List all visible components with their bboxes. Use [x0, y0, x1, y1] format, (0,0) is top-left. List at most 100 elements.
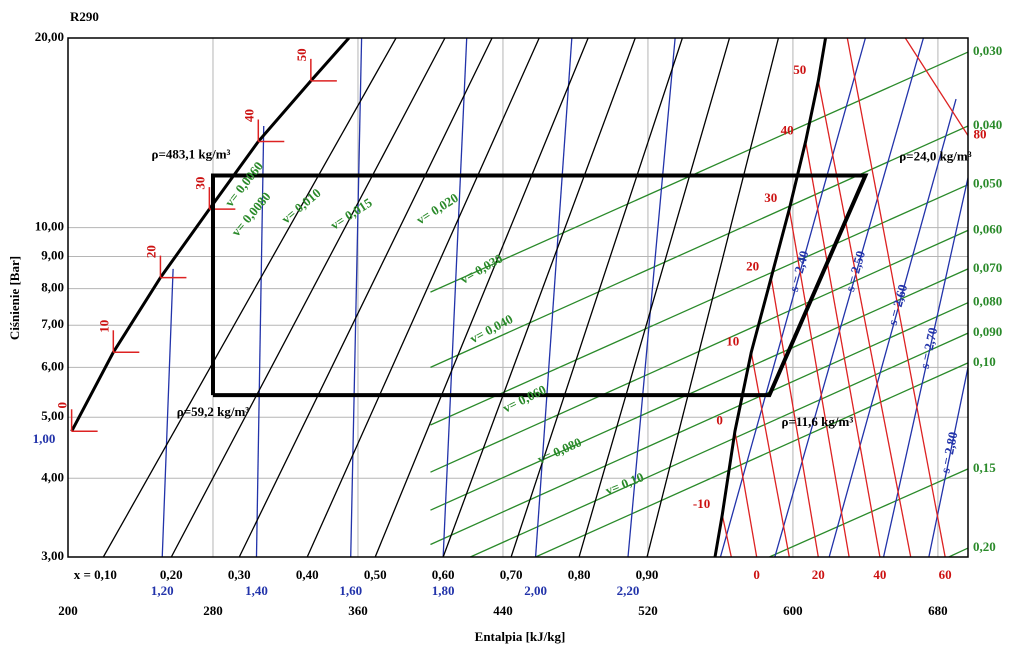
isentrope-label: 1,80 [432, 583, 455, 598]
isotherm-label: 30 [764, 190, 777, 205]
isotherm [770, 277, 819, 557]
x-axis-title: Entalpia [kJ/kg] [475, 629, 566, 644]
isotherm [788, 209, 850, 557]
quality-label: 0,60 [432, 567, 455, 582]
isochore-label: 0,060 [973, 221, 1002, 236]
isotherm-label: 40 [873, 567, 886, 582]
y-tick-label: 20,00 [35, 29, 64, 44]
quality-line [238, 38, 493, 557]
isochore [430, 184, 968, 426]
isotherm-label: 0 [716, 412, 723, 427]
quality-line [170, 38, 446, 557]
isentrope [442, 38, 468, 557]
isotherm-label: 20 [143, 245, 158, 258]
isotherm [804, 141, 881, 557]
plot-frame [67, 37, 969, 558]
y-tick-label: 4,00 [41, 469, 64, 484]
isotherm-label: 60 [939, 567, 952, 582]
isotherm [721, 514, 732, 557]
isochore-label: 0,050 [973, 176, 1002, 191]
x-tick-label: 360 [348, 603, 368, 618]
isentrope-label: 1,40 [245, 583, 268, 598]
quality-label: 0,30 [228, 567, 251, 582]
quality-label: 0,70 [500, 567, 523, 582]
isentrope [534, 38, 573, 557]
isotherm [734, 431, 758, 557]
density-label: ρ=59,2 kg/m³ [177, 404, 250, 419]
isotherm [904, 38, 968, 136]
quality-label: 0,90 [636, 567, 659, 582]
isentrope [350, 38, 363, 557]
density-label: ρ=24,0 kg/m³ [899, 148, 972, 163]
isotherm-label: 0 [55, 402, 70, 409]
isotherm [750, 352, 790, 557]
isotherm-label: 50 [793, 62, 806, 77]
isotherm-label: -10 [693, 496, 710, 511]
x-tick-label: 200 [58, 603, 78, 618]
isentrope [161, 268, 174, 557]
y-tick-label: 6,00 [41, 358, 64, 373]
isochore [535, 362, 968, 557]
quality-line [510, 38, 683, 557]
isochore-label: 0,070 [973, 260, 1002, 275]
isentrope [882, 177, 968, 557]
isotherm-label: 10 [96, 320, 111, 333]
cycle [210, 173, 869, 398]
x-tick-label: 680 [928, 603, 948, 618]
isotherm-label: 80 [974, 127, 987, 142]
isochore-label: 0,090 [973, 324, 1002, 339]
isotherm [846, 38, 946, 557]
isochore [430, 268, 968, 511]
isentrope-label: 2,20 [617, 583, 640, 598]
isochore [430, 125, 968, 368]
quality-line [442, 38, 636, 557]
y-axis-title: Ciśnienie [Bar] [7, 256, 22, 340]
isotherm-label: 50 [294, 48, 309, 61]
isochore-label: 0,080 [973, 294, 1002, 309]
quality-label: 0,50 [364, 567, 387, 582]
y-tick-label: 7,00 [41, 316, 64, 331]
y-tick-label: 8,00 [41, 280, 64, 295]
quality-label: 0,80 [568, 567, 591, 582]
saturated-vapor-line [713, 38, 828, 557]
x-tick-label: 600 [783, 603, 803, 618]
isentrope [928, 367, 968, 557]
isochore [769, 468, 968, 557]
isentrope [255, 125, 265, 557]
saturated-liquid-line [70, 38, 351, 432]
isentrope-label: 2,00 [524, 583, 547, 598]
isotherm-label: 40 [781, 122, 794, 137]
isentrope [828, 98, 957, 557]
quality-label: 0,20 [160, 567, 183, 582]
isochore-label: 0,15 [973, 460, 996, 475]
quality-line [646, 38, 780, 557]
isentrope-label: 1,60 [339, 583, 362, 598]
quality-line [102, 38, 397, 557]
isochore-label: 0,10 [973, 354, 996, 369]
plot-area [68, 38, 968, 557]
density-label: ρ=483,1 kg/m³ [152, 146, 231, 161]
isentrope [627, 38, 676, 557]
isotherm [817, 80, 912, 557]
isotherm-label: 0 [753, 567, 760, 582]
isentrope [774, 38, 925, 557]
chart-title: R290 [70, 9, 99, 24]
quality-label: 0,40 [296, 567, 319, 582]
isotherm-label: 10 [726, 333, 739, 348]
x-tick-label: 280 [203, 603, 223, 618]
y-tick-label: 5,00 [41, 408, 64, 423]
quality-line [374, 38, 589, 557]
isotherm-label: 30 [192, 177, 207, 190]
isochore-label: 0,040 [973, 117, 1002, 132]
quality-line [306, 38, 540, 557]
isochore-label: 0,20 [973, 539, 996, 554]
isochore [430, 51, 968, 293]
isotherm-label: 20 [746, 259, 759, 274]
quality-label: x = 0,10 [74, 567, 117, 582]
isochore [430, 302, 968, 546]
isotherm-label: 20 [812, 567, 825, 582]
x-tick-label: 440 [493, 603, 513, 618]
isochore [948, 547, 968, 557]
y-tick-label: 9,00 [41, 247, 64, 262]
